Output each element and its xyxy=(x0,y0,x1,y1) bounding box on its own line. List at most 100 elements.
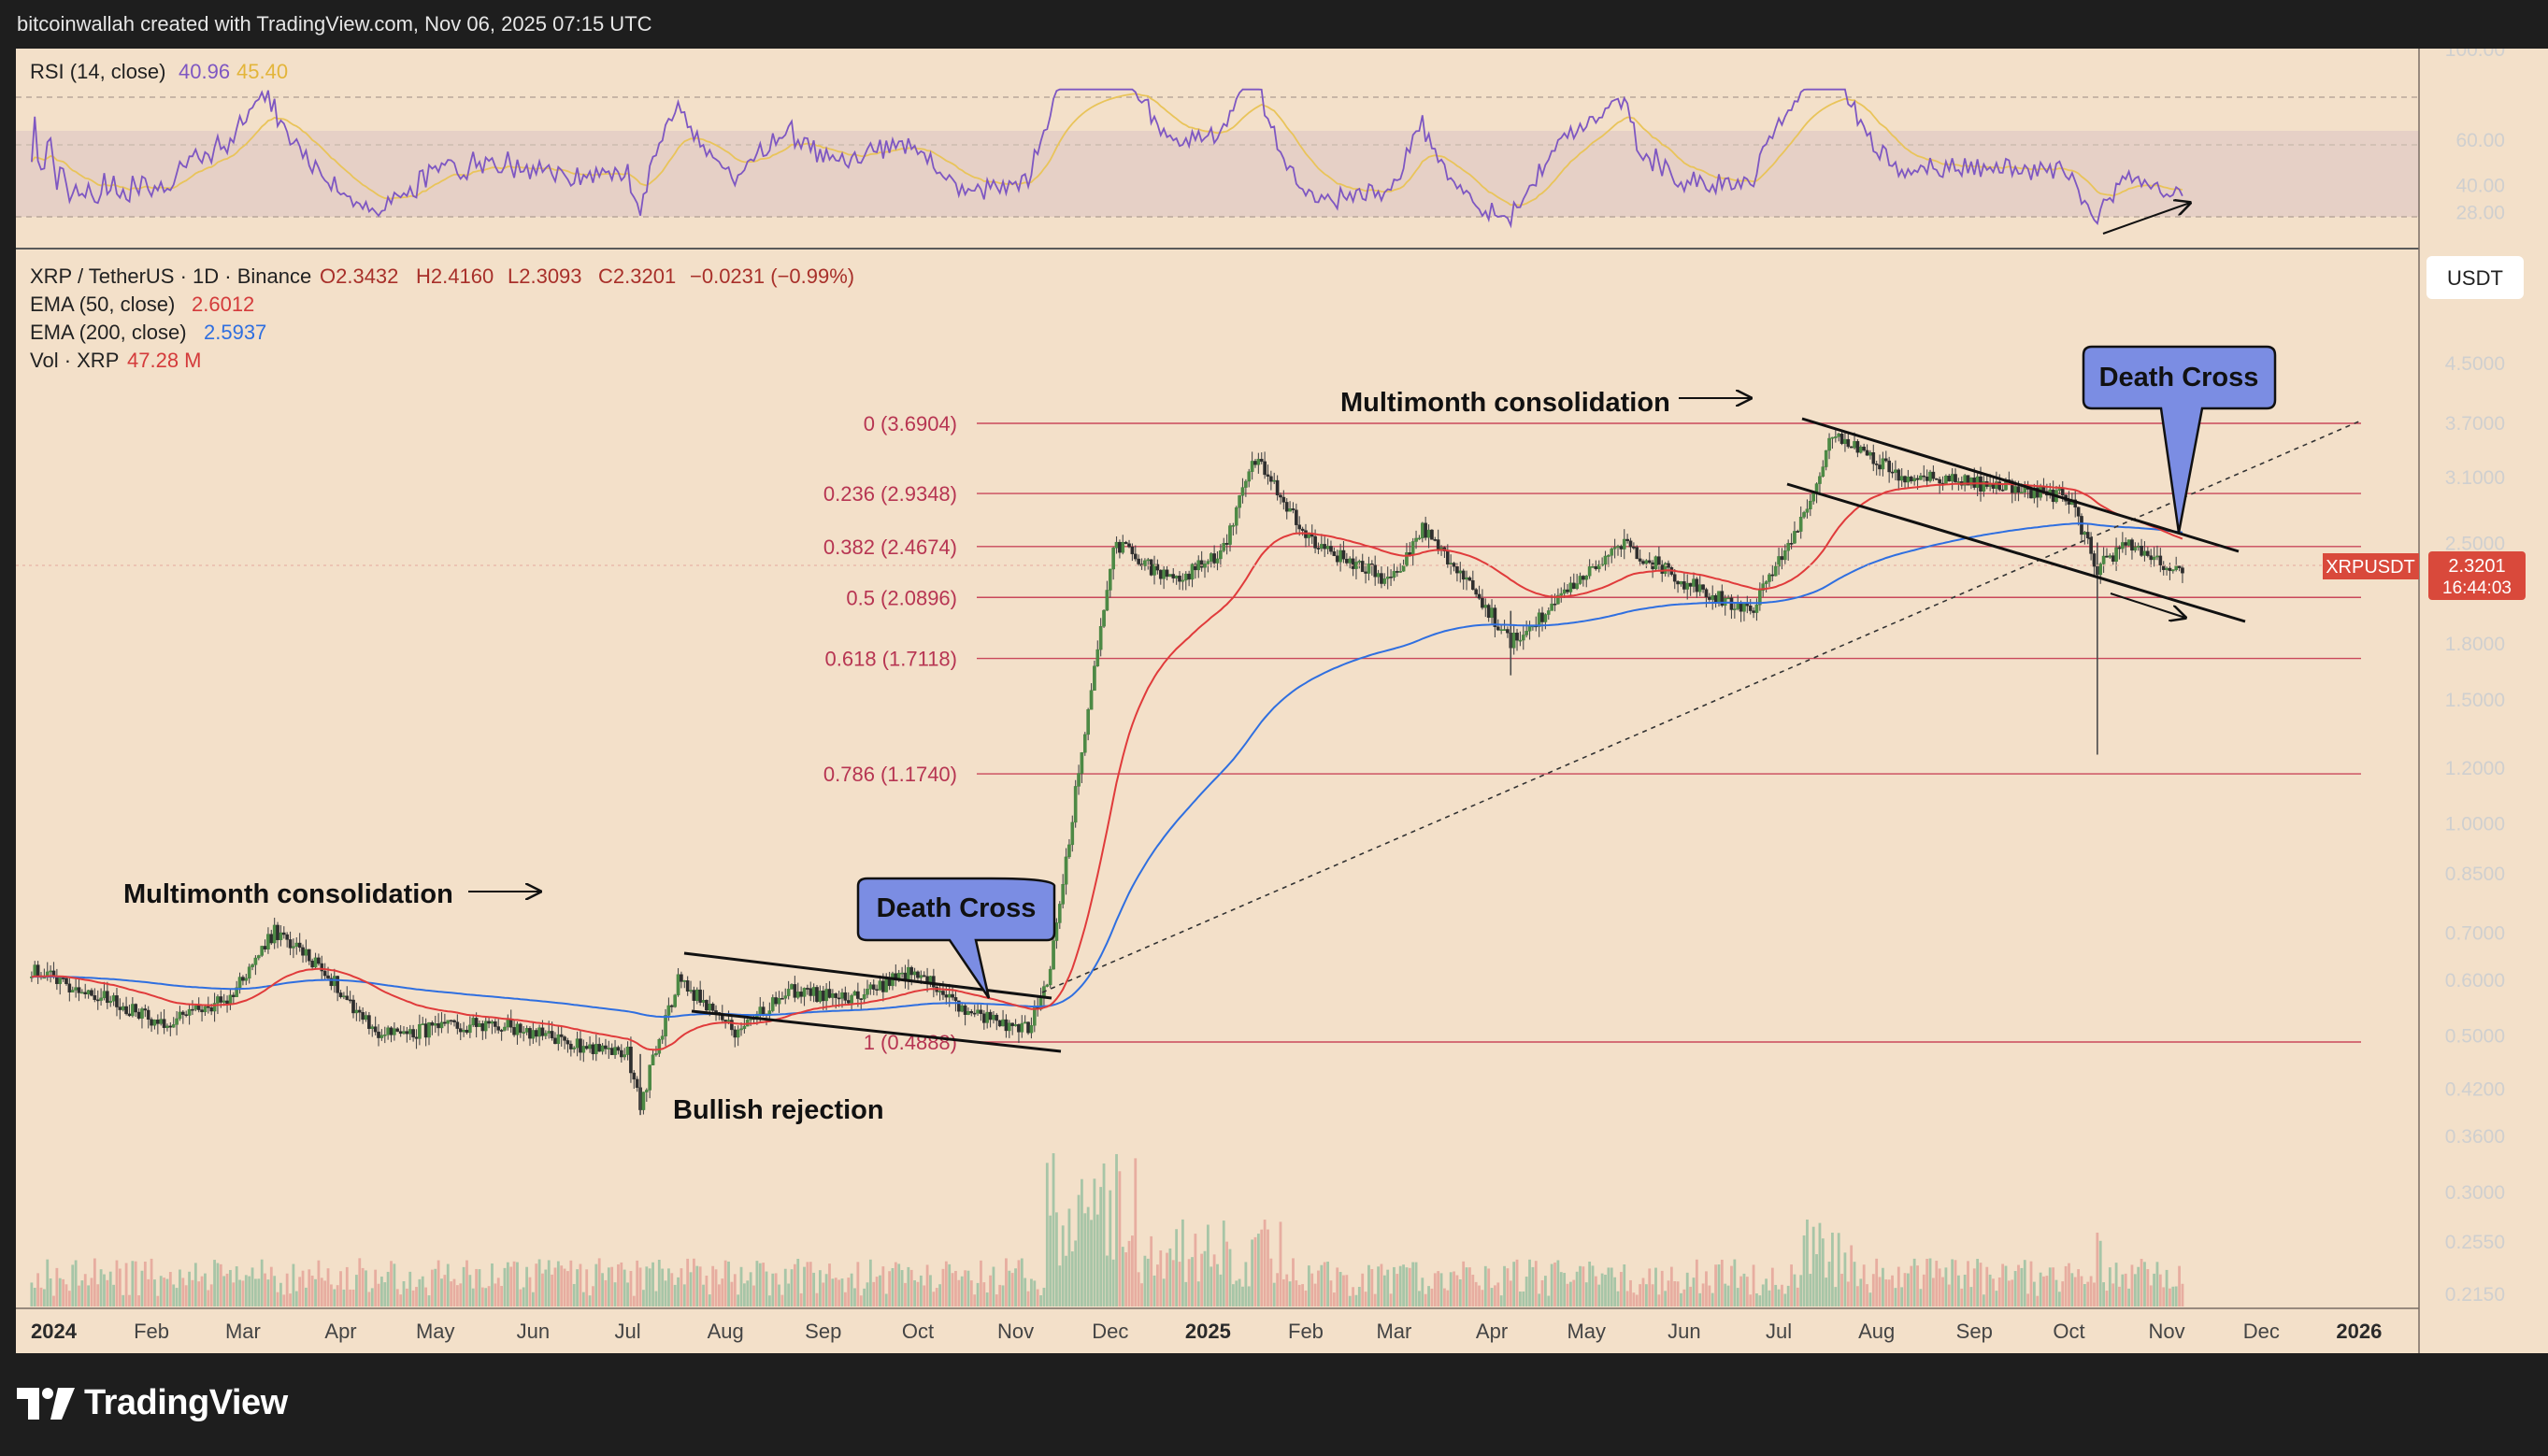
volume-bar xyxy=(973,1294,977,1306)
volume-bar xyxy=(780,1294,784,1306)
candle-body xyxy=(1635,547,1639,560)
candle-body xyxy=(2130,539,2134,551)
candle-body xyxy=(1212,553,1216,564)
volume-bar xyxy=(1323,1262,1326,1306)
candle-body xyxy=(2168,567,2172,571)
candle-body xyxy=(1291,508,1295,510)
volume-bar xyxy=(941,1268,945,1306)
candlesticks[interactable] xyxy=(30,428,2184,1116)
volume-bar xyxy=(1342,1275,1345,1306)
candle-body xyxy=(572,1047,577,1049)
volume-bar xyxy=(298,1277,302,1306)
volume-bar xyxy=(1894,1288,1897,1306)
price-chart[interactable]: 0 (3.6904) 0.236 (2.9348) 0.382 (2.4674) 0.… xyxy=(16,39,2548,1353)
candle-body xyxy=(1798,517,1803,532)
volume-bar xyxy=(856,1262,860,1306)
candle-body xyxy=(443,1021,447,1024)
candle-body xyxy=(660,1035,665,1040)
candle-body xyxy=(1708,596,1711,600)
channel-upper-2025[interactable] xyxy=(1801,417,2240,553)
volume-bar xyxy=(124,1263,128,1306)
dashed-trendline[interactable] xyxy=(1041,420,2362,993)
candle-body xyxy=(276,924,279,940)
candle-body xyxy=(1215,558,1220,564)
volume-bar xyxy=(966,1270,970,1306)
candle-body xyxy=(228,994,233,1005)
price-axis[interactable]: 4.5000 3.7000 3.1000 2.5000 1.8000 1.5000 1.20… xyxy=(2445,353,2505,1306)
candle-body xyxy=(2181,567,2184,574)
candle-body xyxy=(345,995,350,1000)
candle-body xyxy=(645,1090,649,1092)
candle-body xyxy=(143,1008,148,1011)
channel-lower-2025[interactable] xyxy=(1786,482,2246,623)
candle-body xyxy=(1410,541,1415,555)
volume-label: Vol · XRP xyxy=(30,349,119,372)
volume-bar xyxy=(799,1292,803,1306)
volume-bar xyxy=(1348,1295,1352,1306)
volume-bar xyxy=(1014,1268,1017,1306)
volume-bar xyxy=(2153,1273,2155,1306)
volume-bar xyxy=(1443,1288,1446,1306)
volume-bar xyxy=(427,1295,431,1306)
currency-selector[interactable]: USDT xyxy=(2426,256,2524,299)
volume-bar xyxy=(560,1265,564,1306)
candle-body xyxy=(281,932,286,935)
candle-body xyxy=(338,992,343,997)
volume-bar xyxy=(1468,1267,1471,1306)
candle-body xyxy=(1367,564,1371,574)
channel-lower-2024[interactable] xyxy=(691,1009,1062,1053)
volume-bar xyxy=(2114,1263,2118,1306)
volume-bar xyxy=(323,1280,327,1306)
volume-bar xyxy=(1932,1278,1935,1306)
candle-body xyxy=(1380,573,1383,584)
death-cross-callout-1[interactable]: Death Cross xyxy=(856,877,1056,999)
candle-body xyxy=(1922,475,1926,478)
candle-body xyxy=(1162,569,1166,579)
candle-body xyxy=(1146,559,1151,562)
volume-bar xyxy=(1588,1261,1592,1306)
volume-bar xyxy=(1178,1262,1181,1306)
price-legend: XRP / TetherUS · 1D · Binance O2.3432 H2… xyxy=(30,264,854,372)
candle-body xyxy=(1506,629,1510,634)
time-axis[interactable]: 2024 Feb Mar Apr May Jun Jul Aug Sep Oct Nov Dec 202… xyxy=(31,1320,2382,1343)
channel-upper-2024[interactable] xyxy=(683,951,1052,1000)
volume-bar xyxy=(1317,1270,1320,1306)
candle-body xyxy=(2142,550,2147,556)
volume-bar xyxy=(200,1276,204,1306)
volume-bar xyxy=(651,1262,654,1306)
volume-bar xyxy=(1553,1262,1556,1306)
volume-bar xyxy=(1354,1294,1358,1306)
volume-bar xyxy=(1067,1208,1071,1306)
candle-body xyxy=(1013,1024,1018,1027)
death-cross-callout-2[interactable]: Death Cross xyxy=(2082,345,2277,534)
candle-body xyxy=(225,1000,229,1005)
volume-bar xyxy=(55,1267,59,1306)
volume-bar xyxy=(1074,1240,1078,1306)
volume-bar xyxy=(1269,1258,1273,1306)
candle-body xyxy=(364,1015,368,1021)
volume-bar xyxy=(1449,1272,1453,1306)
volume-bar xyxy=(2105,1291,2109,1306)
volume-bar xyxy=(2149,1285,2153,1306)
volume-bar xyxy=(535,1263,538,1306)
candle-body xyxy=(462,1029,465,1033)
volume-bar xyxy=(64,1284,68,1306)
price-tick: 0.5000 xyxy=(2445,1026,2505,1048)
candle-body xyxy=(304,949,308,956)
candle-body xyxy=(1385,576,1390,579)
candle-body xyxy=(2083,532,2087,535)
volume-bar xyxy=(1418,1291,1421,1306)
candle-body xyxy=(1587,566,1592,577)
fibonacci-levels[interactable]: 0 (3.6904) 0.236 (2.9348) 0.382 (2.4674) 0.… xyxy=(823,412,2361,1054)
volume-bar xyxy=(408,1271,412,1306)
volume-bar xyxy=(134,1261,137,1306)
tradingview-logo[interactable]: TradingView xyxy=(17,1383,288,1423)
volume-bar xyxy=(667,1268,670,1306)
candle-body xyxy=(2136,546,2140,548)
volume-bar xyxy=(1222,1220,1225,1306)
candle-body xyxy=(1281,496,1286,503)
volume-bar xyxy=(184,1285,188,1306)
candle-body xyxy=(430,1022,435,1026)
volume-bar xyxy=(1629,1279,1632,1306)
candle-body xyxy=(1638,558,1642,562)
